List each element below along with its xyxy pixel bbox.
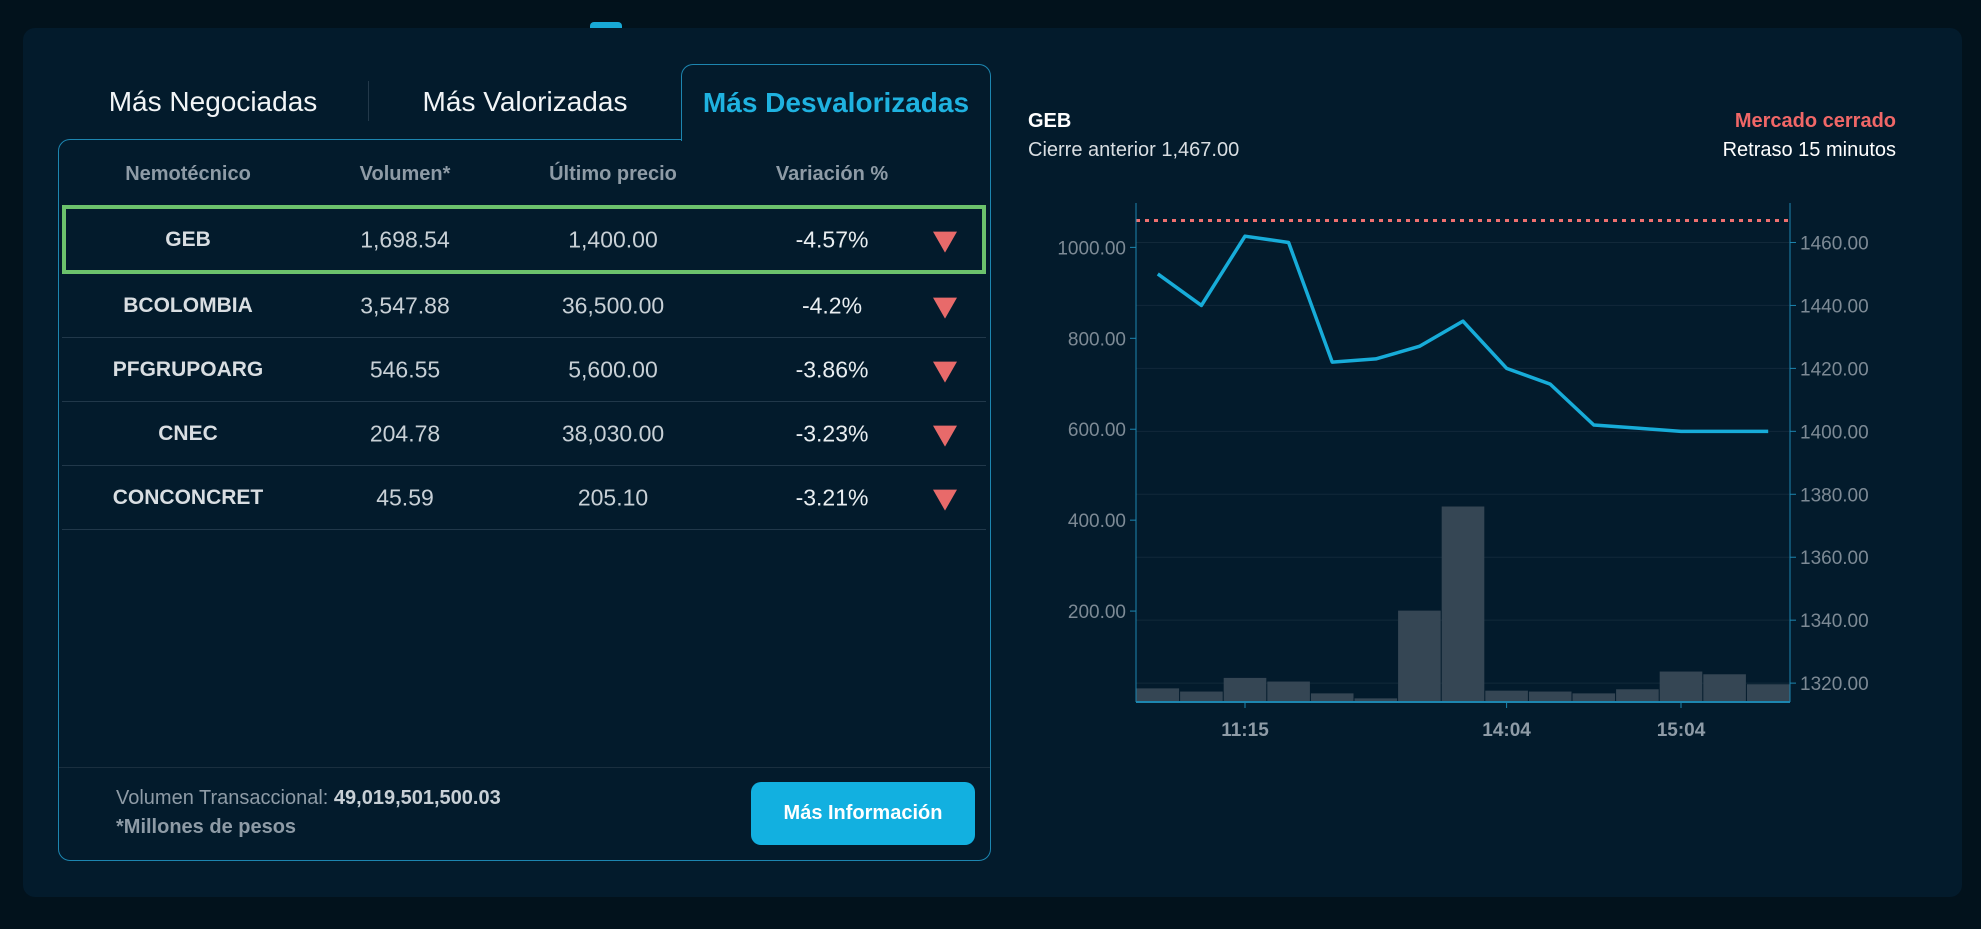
- previous-close: Cierre anterior 1,467.00: [1028, 139, 1240, 161]
- variation-cell: -3.21%: [795, 484, 869, 510]
- volume-bar: [1616, 689, 1659, 702]
- volume-bar: [1572, 693, 1616, 702]
- variation-cell: -3.86%: [795, 356, 869, 382]
- price-cell: 5,600.00: [568, 356, 658, 382]
- right-axis-label: 1360.00: [1800, 548, 1869, 569]
- left-axis-label: 600.00: [1068, 420, 1126, 441]
- table-row[interactable]: BCOLOMBIA 3,547.88 36,500.00 -4.2%: [62, 274, 986, 338]
- delay-note: Retraso 15 minutos: [1722, 139, 1896, 161]
- chart-symbol: GEB: [1028, 110, 1072, 132]
- volume-bar: [1267, 681, 1310, 702]
- x-axis-label: 11:15: [1221, 720, 1269, 741]
- table-row[interactable]: PFGRUPOARG 546.55 5,600.00 -3.86%: [62, 338, 986, 402]
- symbol-cell: CNEC: [158, 421, 218, 445]
- volume-bar: [1398, 610, 1441, 702]
- market-status: Mercado cerrado: [1734, 110, 1896, 132]
- table-row[interactable]: GEB 1,698.54 1,400.00 -4.57%: [62, 205, 986, 274]
- right-axis-label: 1400.00: [1800, 422, 1869, 443]
- right-axis-label: 1460.00: [1800, 233, 1869, 254]
- left-axis-label: 200.00: [1068, 602, 1126, 623]
- table-row[interactable]: CNEC 204.78 38,030.00 -3.23%: [62, 402, 986, 466]
- volume-bar: [1659, 671, 1703, 702]
- table-row[interactable]: CONCONCRET 45.59 205.10 -3.21%: [62, 466, 986, 530]
- down-arrow-icon: [933, 231, 957, 253]
- volume-bar: [1180, 691, 1223, 702]
- price-line: [1156, 234, 1769, 434]
- volume-bar: [1136, 688, 1180, 702]
- volume-cell: 1,698.54: [360, 226, 450, 252]
- volume-cell: 546.55: [369, 356, 441, 382]
- down-arrow-icon: [933, 297, 957, 319]
- symbol-cell: CONCONCRET: [112, 485, 264, 509]
- symbol-cell: PFGRUPOARG: [112, 357, 264, 381]
- left-axis-label: 800.00: [1068, 329, 1126, 350]
- header-nemotecnico: Nemotécnico: [125, 163, 251, 185]
- footer-divider: [59, 767, 990, 768]
- volume-cell: 45.59: [376, 484, 434, 510]
- volume-bar: [1746, 684, 1790, 702]
- down-arrow-icon: [933, 425, 957, 447]
- x-axis-label: 14:04: [1482, 720, 1531, 741]
- symbol-cell: GEB: [165, 227, 211, 251]
- volume-bar: [1354, 698, 1398, 702]
- symbol-cell: BCOLOMBIA: [123, 293, 253, 317]
- volume-bar: [1310, 693, 1354, 702]
- tab-mas-valorizadas[interactable]: Más Valorizadas: [422, 86, 628, 117]
- price-cell: 205.10: [577, 484, 649, 510]
- volume-cell: 204.78: [369, 420, 441, 446]
- units-note: *Millones de pesos: [116, 816, 297, 838]
- right-axis-label: 1320.00: [1800, 674, 1869, 695]
- right-axis-label: 1380.00: [1800, 485, 1869, 506]
- variation-cell: -3.23%: [795, 420, 869, 446]
- more-info-button[interactable]: Más Información: [751, 782, 975, 845]
- volume-bar: [1441, 506, 1485, 702]
- volume-bar: [1223, 677, 1267, 702]
- top-indicator: [590, 22, 622, 30]
- price-volume-chart: 1320.00 1340.00 1360.00 1380.00 1400.00 1420.…: [1057, 203, 1869, 741]
- left-axis-label: 1000.00: [1057, 238, 1126, 259]
- volume-bar: [1703, 674, 1746, 702]
- price-cell: 1,400.00: [568, 226, 658, 252]
- price-cell: 38,030.00: [561, 420, 665, 446]
- right-axis-label: 1420.00: [1800, 359, 1869, 380]
- table-panel: [58, 139, 991, 861]
- variation-cell: -4.57%: [795, 226, 869, 252]
- volume-label: Volumen Transaccional:: [116, 787, 329, 809]
- volume-value: 49,019,501,500.03: [333, 787, 501, 809]
- volume-total: Volumen Transaccional: 49,019,501,500.03: [116, 787, 501, 810]
- variation-cell: -4.2%: [801, 292, 863, 318]
- volume-bar: [1485, 690, 1528, 702]
- left-axis-label: 400.00: [1068, 511, 1126, 532]
- tab-mas-negociadas[interactable]: Más Negociadas: [108, 86, 318, 117]
- market-card: [23, 28, 1962, 897]
- tab-divider: [368, 81, 369, 121]
- right-axis-label: 1440.00: [1800, 296, 1869, 317]
- right-axis-label: 1340.00: [1800, 611, 1869, 632]
- x-axis-label: 15:04: [1657, 720, 1706, 741]
- volume-cell: 3,547.88: [360, 292, 450, 318]
- tab-mas-desvalorizadas[interactable]: Más Desvalorizadas: [681, 64, 991, 141]
- down-arrow-icon: [933, 361, 957, 383]
- volume-bar: [1528, 691, 1572, 702]
- down-arrow-icon: [933, 489, 957, 511]
- header-variacion: Variación %: [775, 163, 889, 185]
- header-volumen: Volumen*: [359, 163, 451, 185]
- price-cell: 36,500.00: [561, 292, 665, 318]
- header-ultimo-precio: Último precio: [549, 163, 677, 185]
